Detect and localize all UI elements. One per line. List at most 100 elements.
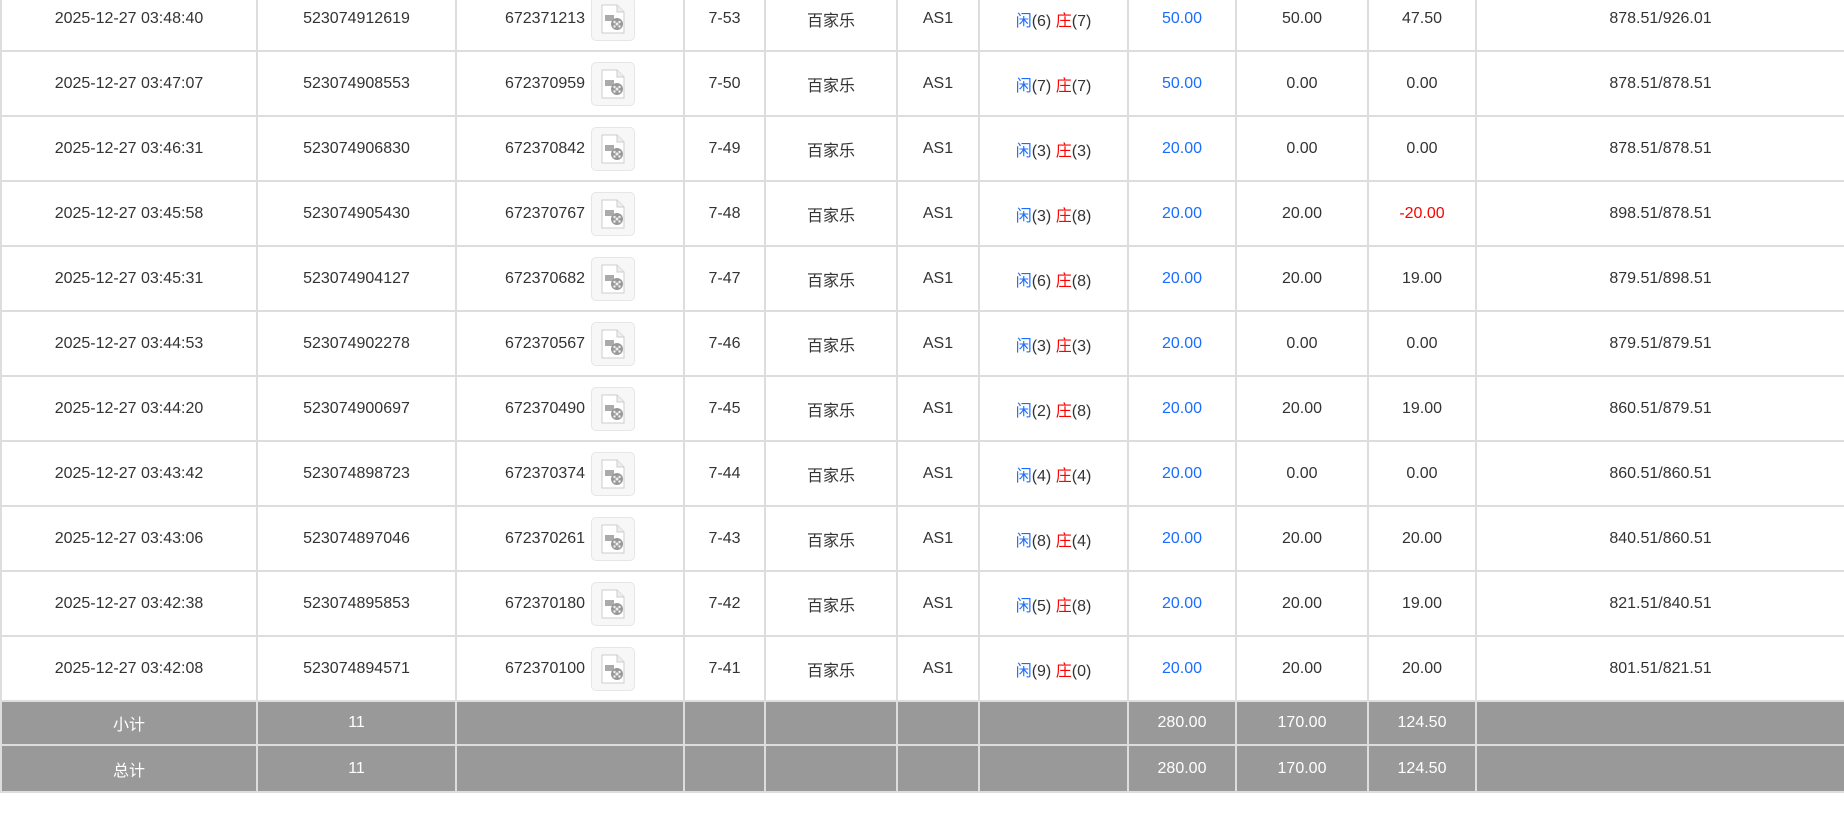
table-name: AS1 bbox=[896, 245, 980, 312]
video-file-icon[interactable] bbox=[591, 191, 636, 236]
game-name: 百家乐 bbox=[764, 635, 898, 702]
player-label: 闲 bbox=[1015, 532, 1032, 550]
video-file-icon[interactable] bbox=[591, 581, 636, 626]
video-file-icon[interactable] bbox=[591, 61, 636, 106]
valid-bet: 20.00 bbox=[1235, 245, 1369, 312]
order-number: 523074905430 bbox=[256, 180, 457, 247]
player-label: 闲 bbox=[1015, 77, 1032, 95]
table-row: 2025-12-27 03:44:53 523074902278 672370567… bbox=[0, 310, 1844, 377]
game-name: 百家乐 bbox=[764, 505, 898, 572]
bet-time: 2025-12-27 03:45:31 bbox=[0, 245, 258, 312]
balance: 878.51/878.51 bbox=[1475, 50, 1844, 117]
order-number: 523074895853 bbox=[256, 570, 457, 637]
order-number: 523074897046 bbox=[256, 505, 457, 572]
bet-time: 2025-12-27 03:43:42 bbox=[0, 440, 258, 507]
game-name: 百家乐 bbox=[764, 570, 898, 637]
round-cell: 672370682 bbox=[455, 245, 685, 312]
video-file-icon[interactable] bbox=[591, 451, 636, 496]
order-number: 523074900697 bbox=[256, 375, 457, 442]
table-row: 2025-12-27 03:42:08 523074894571 672370100… bbox=[0, 635, 1844, 702]
total-row: 总计 11 280.00 170.00 124.50 bbox=[0, 744, 1844, 793]
player-points: (2) bbox=[1031, 402, 1052, 420]
table-name: AS1 bbox=[896, 375, 980, 442]
table-row: 2025-12-27 03:46:31 523074906830 672370842… bbox=[0, 115, 1844, 182]
game-name: 百家乐 bbox=[764, 0, 898, 52]
subtotal-valid: 170.00 bbox=[1235, 700, 1369, 746]
round-cell: 672370374 bbox=[455, 440, 685, 507]
total-valid: 170.00 bbox=[1235, 744, 1369, 793]
balance: 840.51/860.51 bbox=[1475, 505, 1844, 572]
table-row: 2025-12-27 03:47:07 523074908553 672370959… bbox=[0, 50, 1844, 117]
win-loss: -20.00 bbox=[1367, 180, 1477, 247]
shoe-number: 7-53 bbox=[683, 0, 766, 52]
table-name: AS1 bbox=[896, 180, 980, 247]
order-number: 523074894571 bbox=[256, 635, 457, 702]
banker-points: (0) bbox=[1071, 662, 1092, 680]
banker-points: (8) bbox=[1071, 272, 1092, 290]
player-points: (3) bbox=[1031, 142, 1052, 160]
player-points: (3) bbox=[1031, 207, 1052, 225]
round-cell: 672370490 bbox=[455, 375, 685, 442]
round-number: 672371213 bbox=[504, 9, 586, 27]
win-loss: 19.00 bbox=[1367, 245, 1477, 312]
bet-amount: 20.00 bbox=[1127, 505, 1237, 572]
video-file-icon[interactable] bbox=[591, 516, 636, 561]
banker-label: 庄 bbox=[1055, 77, 1072, 95]
order-number: 523074906830 bbox=[256, 115, 457, 182]
balance: 879.51/898.51 bbox=[1475, 245, 1844, 312]
video-file-icon[interactable] bbox=[591, 646, 636, 691]
player-points: (6) bbox=[1031, 272, 1052, 290]
win-loss: 20.00 bbox=[1367, 635, 1477, 702]
valid-bet: 20.00 bbox=[1235, 635, 1369, 702]
banker-points: (4) bbox=[1071, 532, 1092, 550]
game-name: 百家乐 bbox=[764, 375, 898, 442]
player-points: (8) bbox=[1031, 532, 1052, 550]
banker-label: 庄 bbox=[1055, 142, 1072, 160]
round-number: 672370180 bbox=[504, 594, 586, 612]
player-label: 闲 bbox=[1015, 207, 1032, 225]
result-cell: 闲(4) 庄(4) bbox=[978, 440, 1129, 507]
round-number: 672370842 bbox=[504, 139, 586, 157]
video-file-icon[interactable] bbox=[591, 256, 636, 301]
win-loss: 0.00 bbox=[1367, 50, 1477, 117]
table-name: AS1 bbox=[896, 505, 980, 572]
valid-bet: 0.00 bbox=[1235, 310, 1369, 377]
result-cell: 闲(6) 庄(8) bbox=[978, 245, 1129, 312]
total-count: 11 bbox=[256, 744, 457, 793]
video-file-icon[interactable] bbox=[591, 321, 636, 366]
balance: 898.51/878.51 bbox=[1475, 180, 1844, 247]
round-number: 672370959 bbox=[504, 74, 586, 92]
valid-bet: 20.00 bbox=[1235, 505, 1369, 572]
video-file-icon[interactable] bbox=[591, 386, 636, 431]
banker-label: 庄 bbox=[1055, 337, 1072, 355]
player-points: (3) bbox=[1031, 337, 1052, 355]
bet-amount: 20.00 bbox=[1127, 375, 1237, 442]
game-name: 百家乐 bbox=[764, 440, 898, 507]
balance: 878.51/878.51 bbox=[1475, 115, 1844, 182]
valid-bet: 20.00 bbox=[1235, 570, 1369, 637]
shoe-number: 7-45 bbox=[683, 375, 766, 442]
banker-points: (7) bbox=[1071, 77, 1092, 95]
table-row: 2025-12-27 03:45:58 523074905430 672370767… bbox=[0, 180, 1844, 247]
bet-time: 2025-12-27 03:45:58 bbox=[0, 180, 258, 247]
game-name: 百家乐 bbox=[764, 180, 898, 247]
valid-bet: 0.00 bbox=[1235, 115, 1369, 182]
round-number: 672370682 bbox=[504, 269, 586, 287]
player-label: 闲 bbox=[1015, 272, 1032, 290]
bet-amount: 20.00 bbox=[1127, 440, 1237, 507]
table-name: AS1 bbox=[896, 50, 980, 117]
win-loss: 0.00 bbox=[1367, 115, 1477, 182]
bet-amount: 50.00 bbox=[1127, 50, 1237, 117]
win-loss: 0.00 bbox=[1367, 310, 1477, 377]
shoe-number: 7-41 bbox=[683, 635, 766, 702]
player-label: 闲 bbox=[1015, 597, 1032, 615]
video-file-icon[interactable] bbox=[591, 0, 636, 41]
subtotal-bet: 280.00 bbox=[1127, 700, 1237, 746]
round-cell: 672370261 bbox=[455, 505, 685, 572]
video-file-icon[interactable] bbox=[591, 126, 636, 171]
bet-records-table: 2025-12-27 03:48:40 523074912619 672371213… bbox=[0, 0, 1844, 793]
round-number: 672370261 bbox=[504, 529, 586, 547]
bet-time: 2025-12-27 03:44:53 bbox=[0, 310, 258, 377]
shoe-number: 7-44 bbox=[683, 440, 766, 507]
bet-time: 2025-12-27 03:48:40 bbox=[0, 0, 258, 52]
